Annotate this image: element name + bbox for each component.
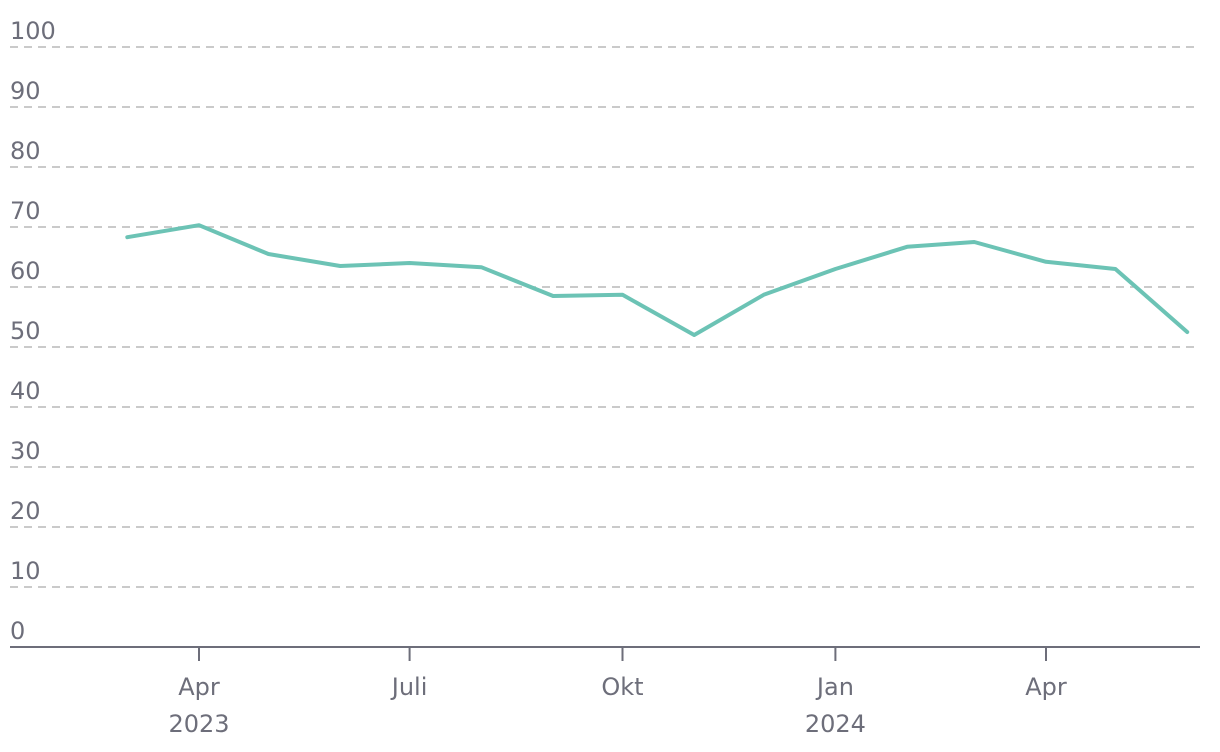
data-point-0-4	[408, 261, 412, 265]
x-tick-label-2: Okt	[601, 673, 643, 701]
data-point-0-12	[972, 240, 976, 244]
data-point-0-13	[1044, 260, 1048, 264]
y-tick-label-100: 100	[10, 17, 56, 45]
y-tick-label-50: 50	[10, 317, 41, 345]
data-point-0-6	[551, 294, 555, 298]
data-point-0-14	[1113, 267, 1117, 271]
y-tick-label-20: 20	[10, 497, 41, 525]
y-tick-label-70: 70	[10, 197, 41, 225]
y-axis-ticks: 0 10 20 30 40 50 60 70 80 90 100	[10, 17, 56, 645]
y-tick-label-30: 30	[10, 437, 41, 465]
data-point-0-0	[125, 235, 129, 239]
y-tick-label-90: 90	[10, 77, 41, 105]
y-tick-label-80: 80	[10, 137, 41, 165]
data-point-0-10	[833, 267, 837, 271]
y-tick-label-60: 60	[10, 257, 41, 285]
data-point-0-5	[479, 265, 483, 269]
data-point-0-15	[1185, 330, 1189, 334]
y-tick-label-0: 0	[10, 617, 25, 645]
x-axis: Apr 2023 Juli Okt Jan 2024 Apr	[10, 646, 1200, 738]
data-point-0-2	[266, 252, 270, 256]
x-tick-label-4: Apr	[1025, 673, 1067, 701]
x-tick-label-0: Apr	[178, 673, 220, 701]
y-tick-label-40: 40	[10, 377, 41, 405]
x-tick-year-0: 2023	[168, 710, 229, 738]
grid-layer	[10, 46, 1200, 588]
x-tick-year-3: 2024	[805, 710, 866, 738]
x-tick-label-3: Jan	[815, 673, 854, 701]
data-point-0-3	[338, 264, 342, 268]
y-tick-label-10: 10	[10, 557, 41, 585]
series-line-0	[125, 223, 1190, 337]
data-point-0-1	[197, 223, 201, 227]
data-point-0-7	[621, 293, 625, 297]
data-point-0-11	[905, 245, 909, 249]
data-point-0-8	[692, 333, 696, 337]
x-tick-label-1: Juli	[390, 673, 428, 701]
series-layer	[125, 223, 1190, 337]
data-point-0-9	[762, 293, 766, 297]
